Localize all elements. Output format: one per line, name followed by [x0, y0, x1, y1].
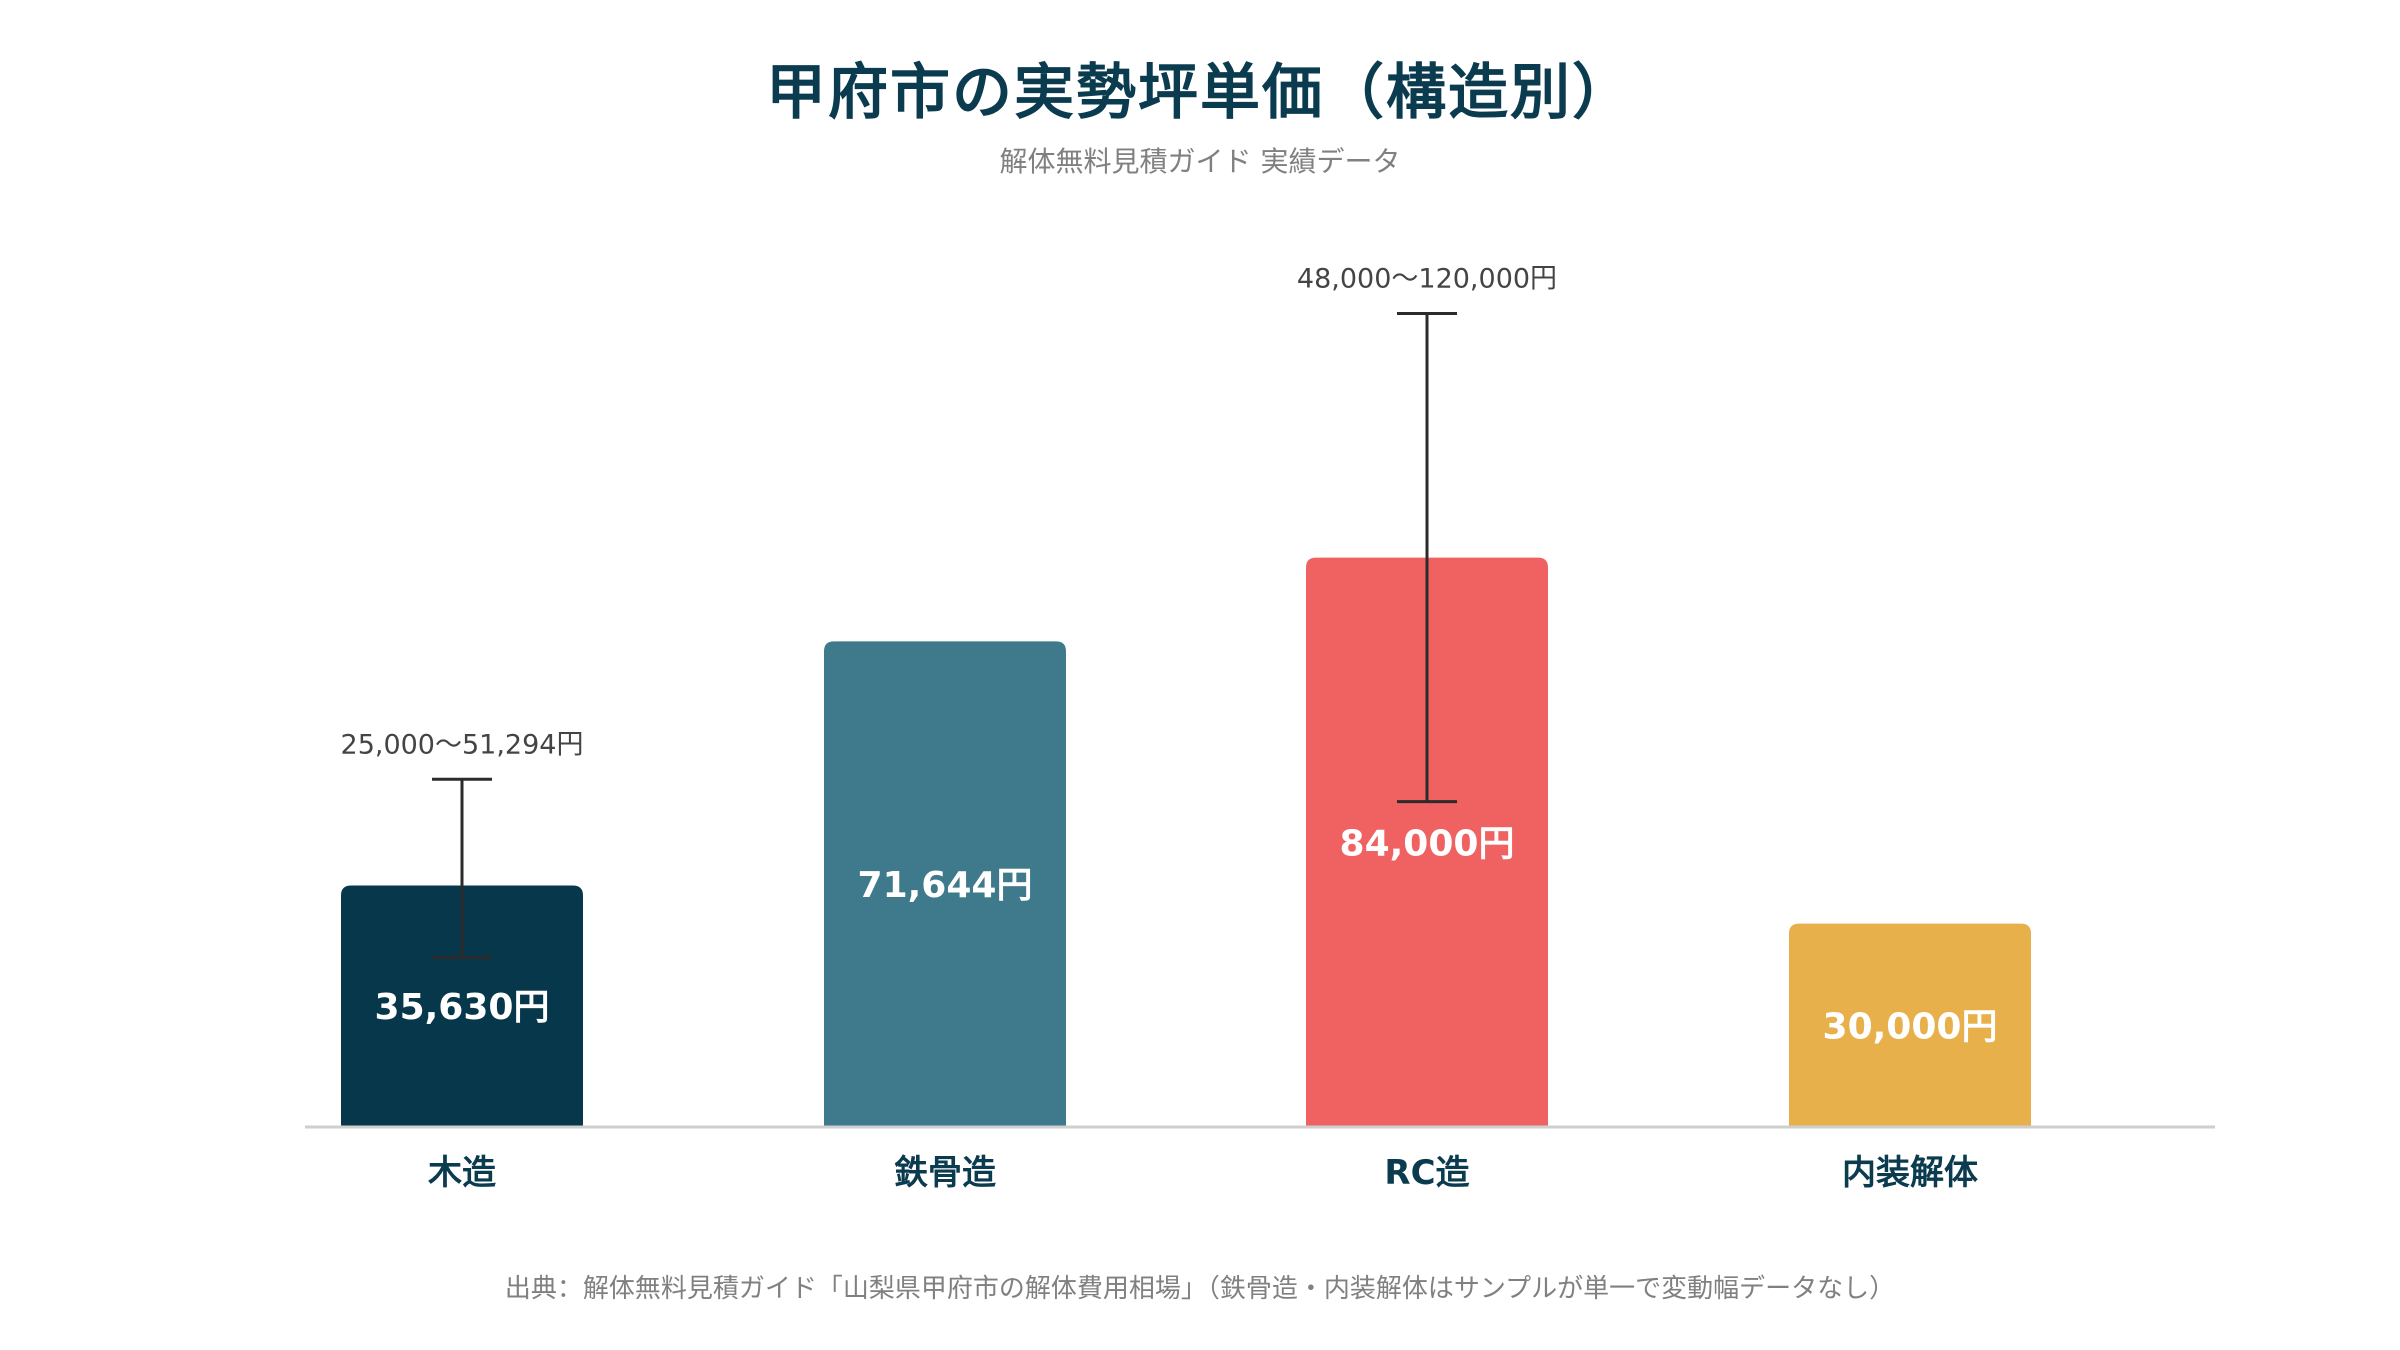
category-label: 鉄骨造	[894, 1153, 996, 1193]
category-label: RC造	[1384, 1153, 1469, 1193]
category-label: 内装解体	[1842, 1153, 1978, 1193]
bar-2	[824, 641, 1066, 1127]
chart-title: 甲府市の実勢坪単価（構造別）	[766, 58, 1634, 128]
range-label: 25,000〜51,294円	[341, 729, 584, 760]
bar-value-label: 84,000円	[1340, 823, 1515, 864]
category-label: 木造	[427, 1153, 496, 1193]
bar-1	[341, 885, 583, 1127]
range-error-bar	[1397, 312, 1457, 804]
source-note: 出典：解体無料見積ガイド「山梨県甲府市の解体費用相場」（鉄骨造・内装解体はサンプ…	[504, 1274, 1896, 1304]
bar-value-label: 35,630円	[375, 987, 550, 1028]
bar-4	[1789, 923, 2031, 1127]
chart-subtitle: 解体無料見積ガイド 実績データ	[999, 145, 1401, 178]
range-error-bar	[432, 777, 492, 960]
range-label: 48,000〜120,000円	[1297, 264, 1557, 295]
bar-3	[1306, 557, 1548, 1127]
bar-value-label: 30,000円	[1823, 1006, 1998, 1047]
bar-value-label: 71,644円	[858, 865, 1033, 906]
